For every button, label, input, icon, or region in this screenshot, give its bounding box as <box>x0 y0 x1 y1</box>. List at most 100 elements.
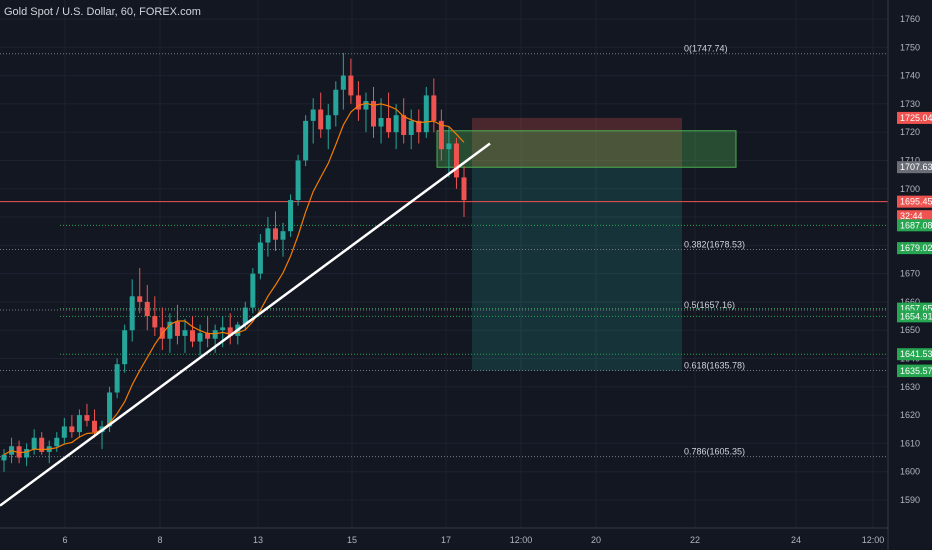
price-tick-label: 1760 <box>900 14 920 24</box>
candle-body <box>333 89 339 116</box>
fib-level-label: 0.786(1605.35) <box>684 447 745 457</box>
price-axis[interactable]: 1590160016101620163016401650166016701680… <box>887 0 932 550</box>
candle-body <box>212 330 218 339</box>
time-tick-label: 12:00 <box>510 535 533 545</box>
supply-zone-box <box>436 130 737 168</box>
candle-body <box>16 446 22 458</box>
candle-body <box>122 330 128 365</box>
price-label-bg <box>897 210 932 223</box>
candle-body <box>325 115 331 130</box>
trendline[interactable] <box>0 142 491 507</box>
candle-body <box>190 330 196 342</box>
price-label-bg <box>897 310 932 323</box>
candle-body <box>265 228 271 243</box>
price-label-bg <box>897 365 932 378</box>
candle-body <box>24 449 30 458</box>
time-axis[interactable]: 6 8 13 15 17 12:00 20 22 24 12:00 <box>0 527 888 545</box>
candle-body <box>288 200 294 232</box>
price-label-bg <box>897 161 932 174</box>
candlesticks <box>1 52 467 472</box>
fib-level-label: 0(1747.74) <box>684 44 728 54</box>
chart-grid <box>0 0 888 528</box>
candle-body <box>242 307 248 325</box>
candle-body <box>182 330 188 336</box>
candle-body <box>393 115 399 133</box>
chart-title: Gold Spot / U.S. Dollar, 60, FOREX.com <box>4 6 201 18</box>
candle-body <box>453 143 459 178</box>
price-tick-label: 1610 <box>900 438 920 448</box>
candle-body <box>227 327 233 336</box>
candle-body <box>114 364 120 393</box>
candle-body <box>280 231 286 240</box>
candle-body <box>378 118 384 127</box>
price-tick-label: 1720 <box>900 127 920 137</box>
candle-body <box>220 327 226 331</box>
candle-body <box>84 415 90 421</box>
time-tick-label: 24 <box>791 535 801 545</box>
candle-body <box>69 426 75 433</box>
candle-body <box>174 321 180 336</box>
price-label: 1687.08 <box>900 220 932 230</box>
candle-body <box>363 101 369 110</box>
time-tick-label: 6 <box>62 535 67 545</box>
candle-body <box>152 316 158 328</box>
price-tick-label: 1700 <box>900 184 920 194</box>
price-label: 1657.65 <box>900 304 932 314</box>
candle-body <box>107 392 113 427</box>
time-tick-label: 15 <box>347 535 357 545</box>
candle-body <box>129 296 135 331</box>
candle-body <box>461 177 467 201</box>
time-tick-label: 12:00 <box>862 535 885 545</box>
candle-body <box>76 415 82 433</box>
candle-body <box>91 420 97 433</box>
fibonacci-levels: 0(1747.74) 0.382(1678.53) 0.5(1657.16) 0.61… <box>0 44 888 458</box>
candle-body <box>386 118 392 133</box>
candle-body <box>54 437 60 447</box>
fib-level-label: 0.5(1657.16) <box>684 300 735 310</box>
time-tick-label: 20 <box>591 535 601 545</box>
candle-body <box>416 120 422 133</box>
chart-boxes <box>436 117 737 371</box>
candle-body <box>205 333 211 339</box>
price-axis-bg <box>888 0 932 550</box>
price-tick-label: 1650 <box>900 325 920 335</box>
candle-body <box>310 109 316 121</box>
candle-body <box>1 454 7 461</box>
candle-body <box>250 273 256 308</box>
fib-level-label: 0.618(1635.78) <box>684 360 745 370</box>
fib-level-label: 0.382(1678.53) <box>684 240 745 250</box>
candle-body <box>431 95 437 121</box>
candle-body <box>197 333 203 342</box>
candle-body <box>257 242 263 274</box>
candle-body <box>438 120 444 150</box>
price-tick-label: 1600 <box>900 467 920 477</box>
price-label-bg <box>897 111 932 124</box>
candle-body <box>371 101 377 127</box>
price-label-bg <box>897 219 932 232</box>
price-tick-label: 1730 <box>900 99 920 109</box>
price-tick-label: 1660 <box>900 297 920 307</box>
candle-body <box>39 437 45 452</box>
price-label-bg <box>897 195 932 208</box>
candle-body <box>31 437 37 450</box>
candle-body <box>318 109 324 130</box>
price-label: 1679.02 <box>900 243 932 253</box>
candle-body <box>303 120 309 161</box>
time-tick-label: 8 <box>157 535 162 545</box>
candle-body <box>295 160 301 201</box>
candle-body <box>446 143 452 150</box>
candle-body <box>272 228 278 240</box>
price-label-bg <box>897 242 932 255</box>
price-label: 1654.91 <box>900 311 932 321</box>
price-tick-label: 1630 <box>900 382 920 392</box>
price-label: 32:44 <box>900 211 923 221</box>
price-label-bg <box>897 348 932 361</box>
candle-body <box>355 95 361 110</box>
candle-body <box>340 75 346 90</box>
price-tick-label: 1710 <box>900 155 920 165</box>
price-tick-label: 1740 <box>900 71 920 81</box>
horizontal-lines <box>0 201 888 355</box>
time-tick-label: 22 <box>690 535 700 545</box>
